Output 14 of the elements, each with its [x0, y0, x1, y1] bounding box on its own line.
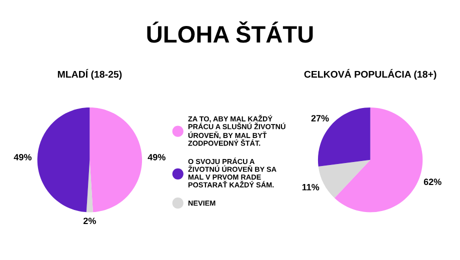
- pie-slice: [86, 160, 93, 212]
- data-label: 49%: [148, 154, 166, 160]
- chart-title: CELKOVÁ POPULÁCIA (18+): [304, 69, 436, 80]
- pie-slice: [318, 160, 370, 198]
- data-label: 11%: [302, 184, 320, 190]
- data-label: 62%: [424, 178, 442, 186]
- pie-slice: [334, 108, 423, 212]
- chart-title: MLADÍ (18-25): [58, 69, 122, 80]
- text: ÚLOHA ŠTÁTU: [147, 21, 313, 43]
- data-label: 49%: [14, 154, 32, 160]
- data-label: 27%: [311, 115, 329, 122]
- pie-slice: [90, 108, 142, 212]
- data-label: 2%: [83, 218, 96, 224]
- pie-slice: [37, 108, 90, 212]
